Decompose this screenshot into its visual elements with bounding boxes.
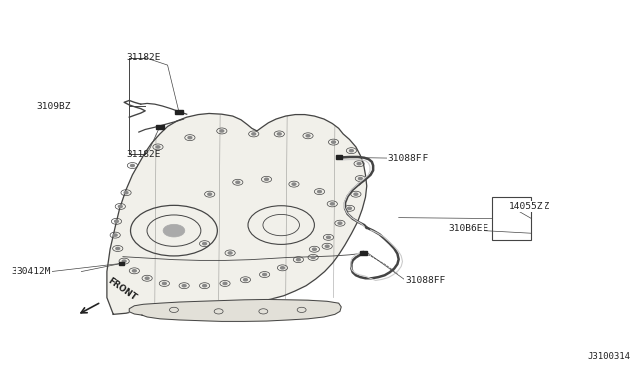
Circle shape — [124, 192, 128, 194]
Circle shape — [264, 178, 268, 180]
Bar — [175, 110, 183, 114]
Circle shape — [188, 137, 192, 139]
Circle shape — [220, 130, 224, 132]
Circle shape — [358, 177, 362, 180]
Text: 310B6E: 310B6E — [449, 224, 483, 233]
Circle shape — [312, 248, 316, 250]
Circle shape — [113, 234, 117, 236]
Circle shape — [296, 259, 300, 261]
Text: J3100314: J3100314 — [588, 352, 630, 361]
Text: 3109BZ: 3109BZ — [36, 102, 71, 110]
Circle shape — [292, 183, 296, 185]
Circle shape — [277, 133, 281, 135]
Circle shape — [306, 135, 310, 137]
Bar — [119, 262, 124, 265]
Circle shape — [311, 256, 315, 259]
Circle shape — [280, 267, 284, 269]
Circle shape — [203, 243, 207, 245]
Bar — [156, 125, 164, 129]
Circle shape — [182, 285, 186, 287]
Circle shape — [132, 270, 136, 272]
Text: ─31088F: ─31088F — [405, 276, 445, 285]
Text: 31088F: 31088F — [388, 154, 422, 163]
Text: 30412M─: 30412M─ — [11, 267, 51, 276]
Circle shape — [252, 133, 255, 135]
Circle shape — [116, 247, 120, 250]
Circle shape — [349, 150, 353, 152]
Circle shape — [325, 245, 329, 247]
Circle shape — [338, 222, 342, 224]
Bar — [336, 155, 342, 159]
Text: 31182E: 31182E — [126, 150, 161, 159]
Circle shape — [348, 207, 351, 209]
Circle shape — [330, 203, 334, 205]
Circle shape — [317, 190, 321, 193]
Circle shape — [156, 146, 160, 148]
Polygon shape — [129, 299, 341, 321]
Text: ─310B6E: ─310B6E — [449, 224, 489, 233]
Text: FRONT: FRONT — [106, 277, 138, 303]
Text: 30412M: 30412M — [17, 267, 51, 276]
Bar — [360, 251, 367, 255]
Circle shape — [122, 260, 126, 262]
Circle shape — [163, 282, 166, 285]
Circle shape — [332, 141, 335, 143]
Circle shape — [223, 282, 227, 285]
Text: 14055Z: 14055Z — [509, 202, 543, 211]
Circle shape — [208, 193, 212, 195]
Circle shape — [118, 205, 122, 208]
Polygon shape — [107, 113, 367, 314]
Circle shape — [163, 224, 185, 237]
Circle shape — [262, 273, 266, 276]
Circle shape — [145, 277, 149, 279]
Circle shape — [131, 164, 134, 167]
Circle shape — [244, 279, 248, 281]
Circle shape — [203, 285, 207, 287]
Circle shape — [115, 220, 118, 222]
Text: 31088F: 31088F — [405, 276, 440, 285]
Text: ─14055Z: ─14055Z — [509, 202, 549, 211]
Text: 31182E: 31182E — [126, 53, 161, 62]
Text: ─31088F: ─31088F — [388, 154, 428, 163]
Circle shape — [326, 236, 330, 238]
Circle shape — [357, 163, 361, 165]
Circle shape — [228, 252, 232, 254]
Circle shape — [236, 181, 240, 183]
Circle shape — [354, 193, 358, 195]
